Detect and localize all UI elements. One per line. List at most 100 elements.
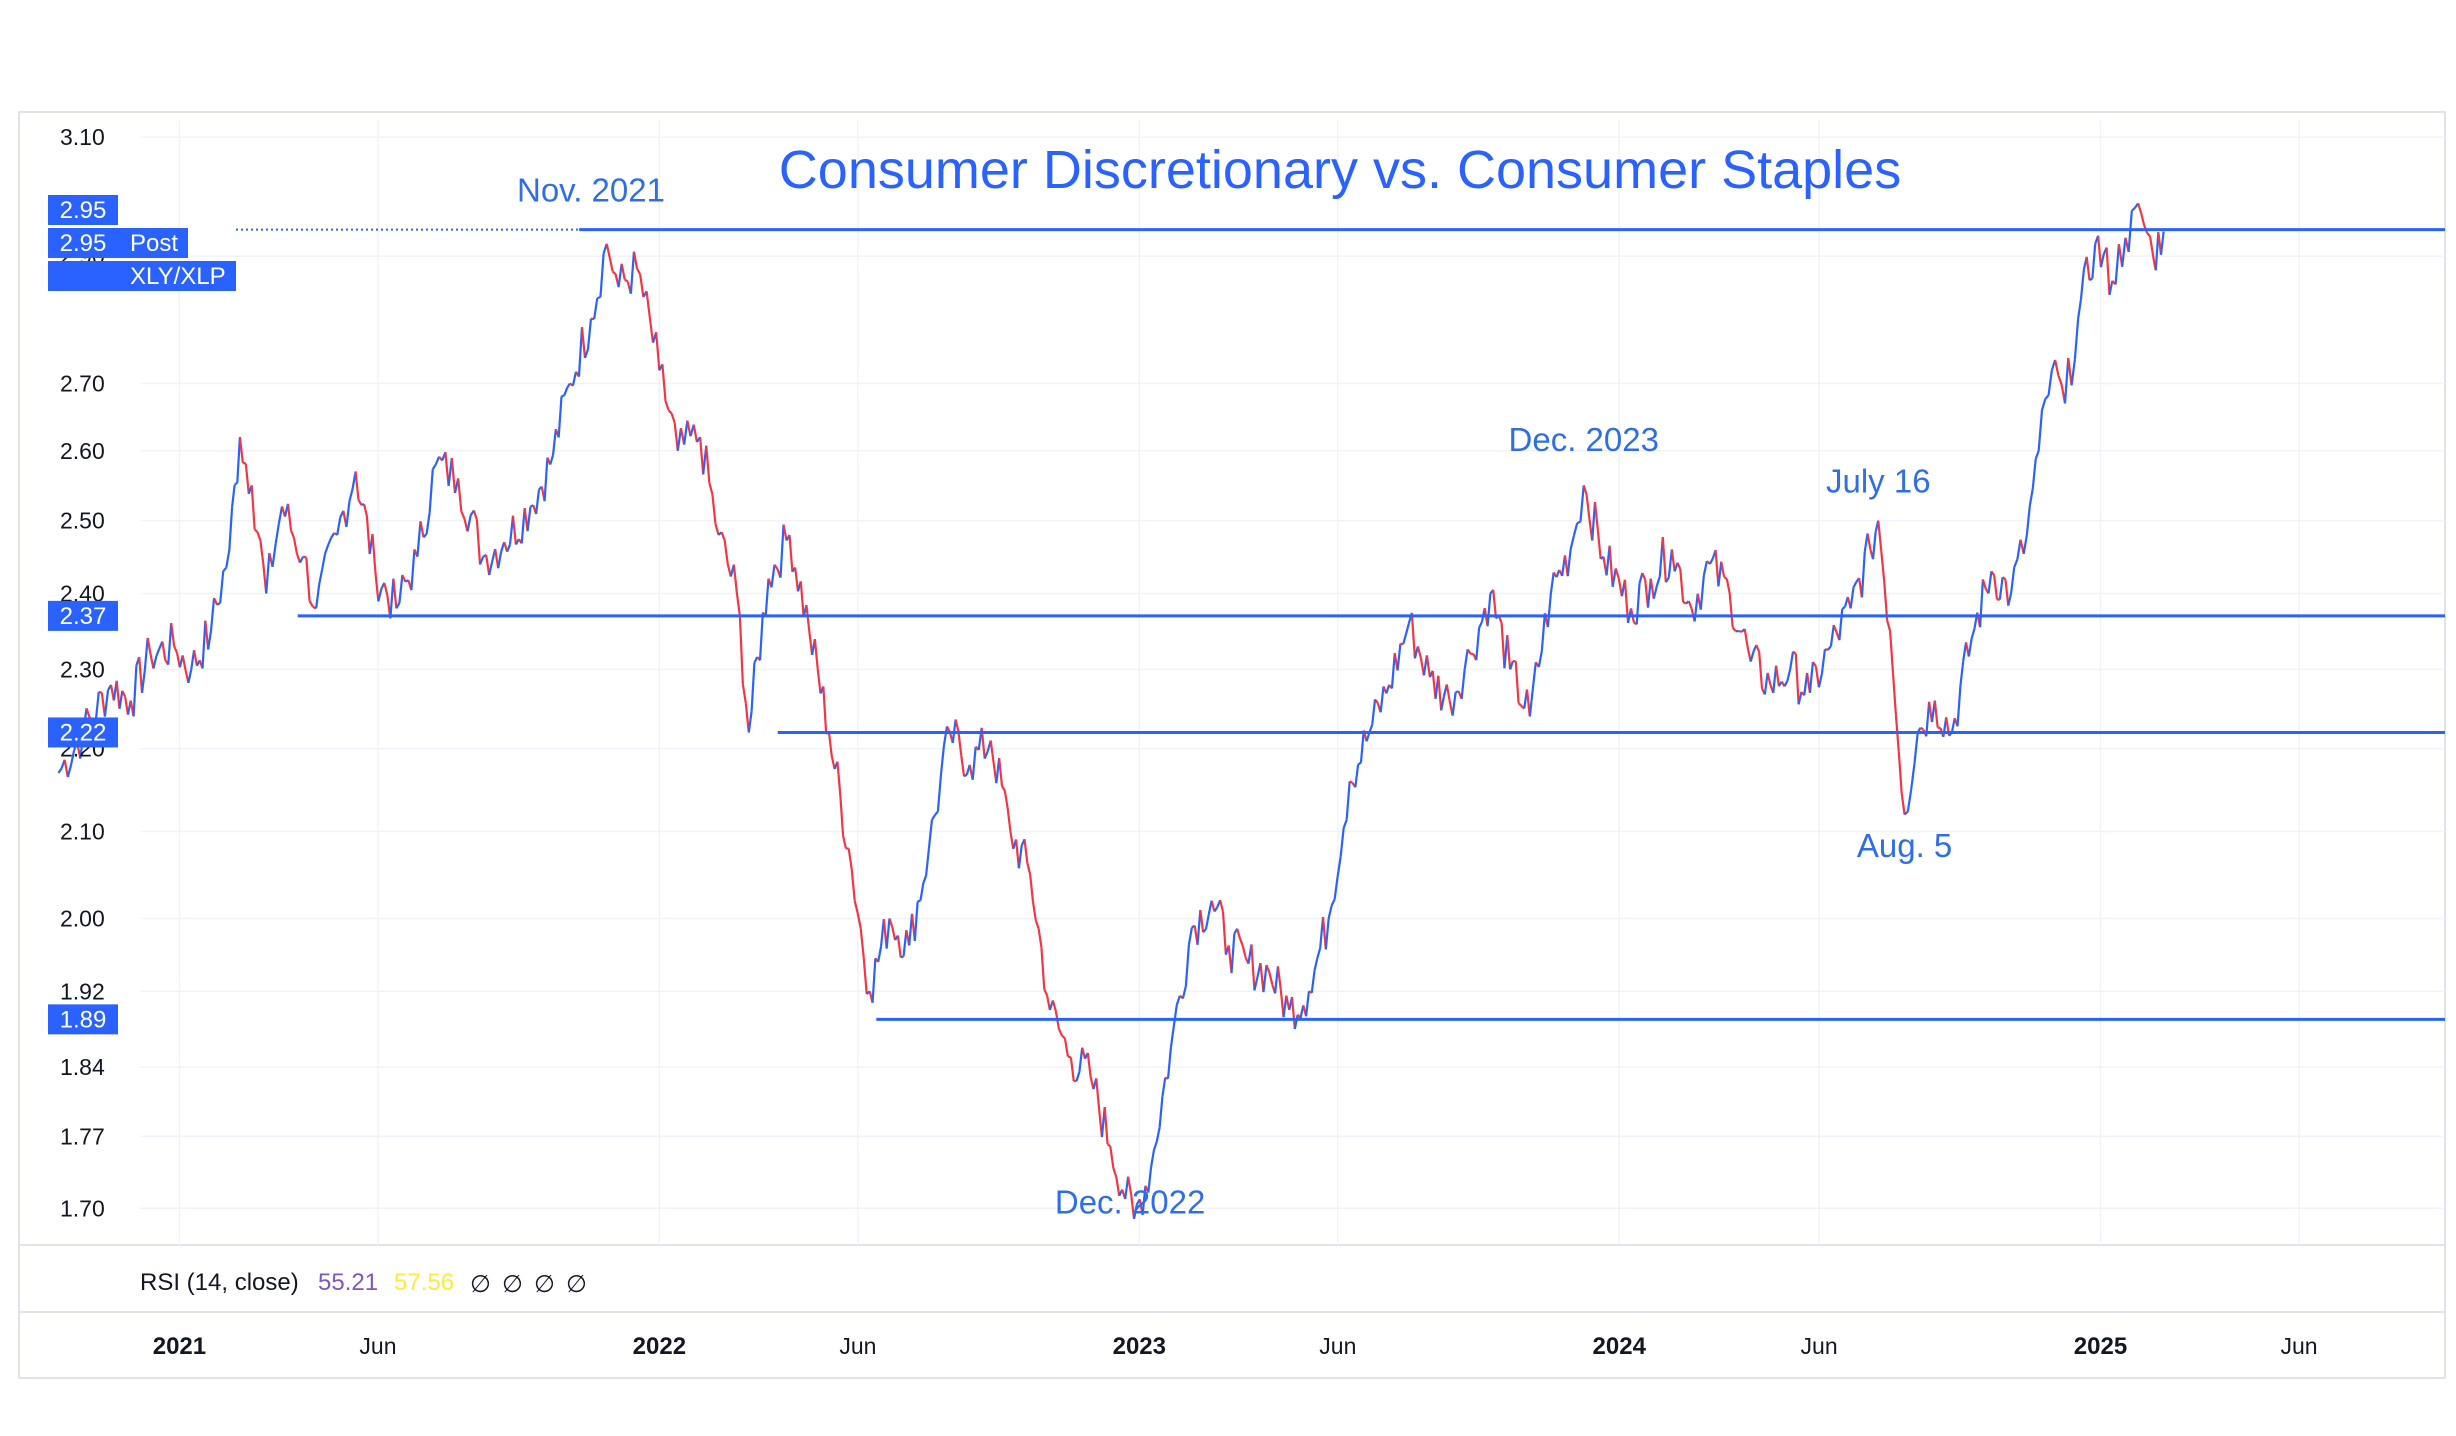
price-segment	[741, 683, 747, 704]
price-segment	[896, 935, 902, 958]
price-segment	[1817, 673, 1823, 688]
price-segment	[1596, 529, 1602, 560]
price-segment	[242, 461, 247, 465]
price-segment	[2028, 488, 2034, 506]
y-tick-label: 3.10	[60, 124, 105, 150]
price-segment	[1766, 672, 1772, 686]
price-segment	[1486, 593, 1492, 627]
price-segment	[1169, 1025, 1175, 1049]
price-segment	[422, 533, 428, 538]
price-segment	[1540, 613, 1546, 652]
x-tick-label: Jun	[1319, 1333, 1356, 1359]
price-segment	[2131, 207, 2136, 212]
price-segment	[479, 556, 485, 565]
price-segment	[1402, 633, 1408, 645]
price-segment	[2159, 231, 2165, 255]
price-segment	[170, 622, 176, 647]
y-tick-label: 2.10	[60, 819, 105, 845]
price-segment	[1579, 485, 1585, 522]
price-segment	[1282, 995, 1288, 1018]
price-segment	[1371, 699, 1377, 725]
price-segment	[1095, 1078, 1101, 1110]
chart-title: Consumer Discretionary vs. Consumer Stap…	[779, 140, 1901, 200]
price-segment	[847, 848, 853, 870]
price-segment	[244, 463, 250, 494]
price-segment	[457, 478, 463, 512]
price-segment	[1040, 947, 1046, 990]
price-segment	[1981, 579, 1987, 590]
price-segment	[1181, 985, 1187, 999]
price-segment	[1528, 688, 1534, 717]
price-segment	[2105, 247, 2111, 295]
price-segment	[2070, 359, 2076, 386]
price-segment	[2140, 213, 2146, 226]
price-segment	[983, 750, 989, 760]
price-segment	[1614, 568, 1620, 579]
price-segment	[1221, 911, 1227, 955]
price-segment	[1354, 764, 1360, 788]
x-tick-label: Jun	[839, 1333, 876, 1359]
price-segment	[1327, 905, 1333, 919]
price-segment	[428, 469, 434, 513]
price-segment	[475, 519, 482, 565]
price-segment	[667, 409, 673, 415]
price-segment	[1276, 966, 1282, 990]
price-segment	[152, 655, 158, 669]
price-segment	[1043, 988, 1049, 996]
price-segment	[292, 537, 299, 555]
price-segment	[2001, 576, 2007, 581]
price-segment	[620, 263, 626, 280]
price-segment	[161, 641, 167, 661]
price-segment	[1746, 647, 1752, 662]
price-segment	[1210, 900, 1216, 912]
price-segment	[374, 571, 380, 602]
price-segment	[989, 740, 995, 763]
price-segment	[1196, 909, 1202, 945]
price-segment	[1820, 649, 1827, 674]
price-segment	[1852, 581, 1858, 589]
price-segment	[805, 604, 811, 632]
price-segment	[1152, 1141, 1158, 1151]
price-segment	[318, 569, 324, 585]
price-segment	[1702, 560, 1708, 576]
session-badge: Post	[130, 230, 178, 257]
price-segment	[934, 810, 939, 816]
price-segment	[655, 332, 661, 371]
price-segment	[2040, 398, 2047, 411]
price-segment	[1445, 684, 1451, 701]
price-segment	[222, 566, 228, 572]
price-segment	[1611, 568, 1617, 587]
price-segment	[1262, 964, 1268, 993]
price-segment	[1906, 789, 1913, 812]
price-segment	[2137, 203, 2143, 214]
price-segment	[624, 278, 629, 283]
price-segment	[1236, 928, 1242, 939]
price-segment	[143, 637, 149, 671]
price-segment	[596, 295, 601, 300]
time-axis: 2021 Jun 2022 Jun 2023 Jun 2024 Jun 2025 Jun	[153, 1333, 2318, 1360]
price-segment	[913, 901, 919, 941]
price-segment	[1324, 918, 1330, 950]
price-segment	[664, 400, 670, 411]
price-segment	[1385, 684, 1391, 694]
annotation-label: Dec. 2023	[1509, 421, 1659, 458]
price-segment	[1127, 1176, 1133, 1195]
price-segment	[902, 930, 908, 957]
price-segment	[398, 574, 404, 604]
price-segment	[720, 531, 726, 541]
rsi-legend[interactable]: RSI (14, close) 55.21 57.56 ∅ ∅ ∅ ∅	[140, 1269, 587, 1298]
price-segment	[1531, 662, 1537, 689]
price-segment	[2009, 567, 2016, 594]
price-badge: 2.22	[60, 719, 107, 746]
price-segment	[925, 848, 931, 876]
price-segment	[103, 690, 110, 717]
price-segment	[132, 665, 138, 717]
price-segment	[632, 251, 639, 269]
price-segment	[636, 267, 642, 276]
price-segment	[1641, 572, 1647, 580]
price-segment	[1998, 576, 2004, 600]
price-segment	[1576, 520, 1581, 525]
price-segment	[2025, 505, 2031, 536]
price-segment	[321, 553, 327, 570]
